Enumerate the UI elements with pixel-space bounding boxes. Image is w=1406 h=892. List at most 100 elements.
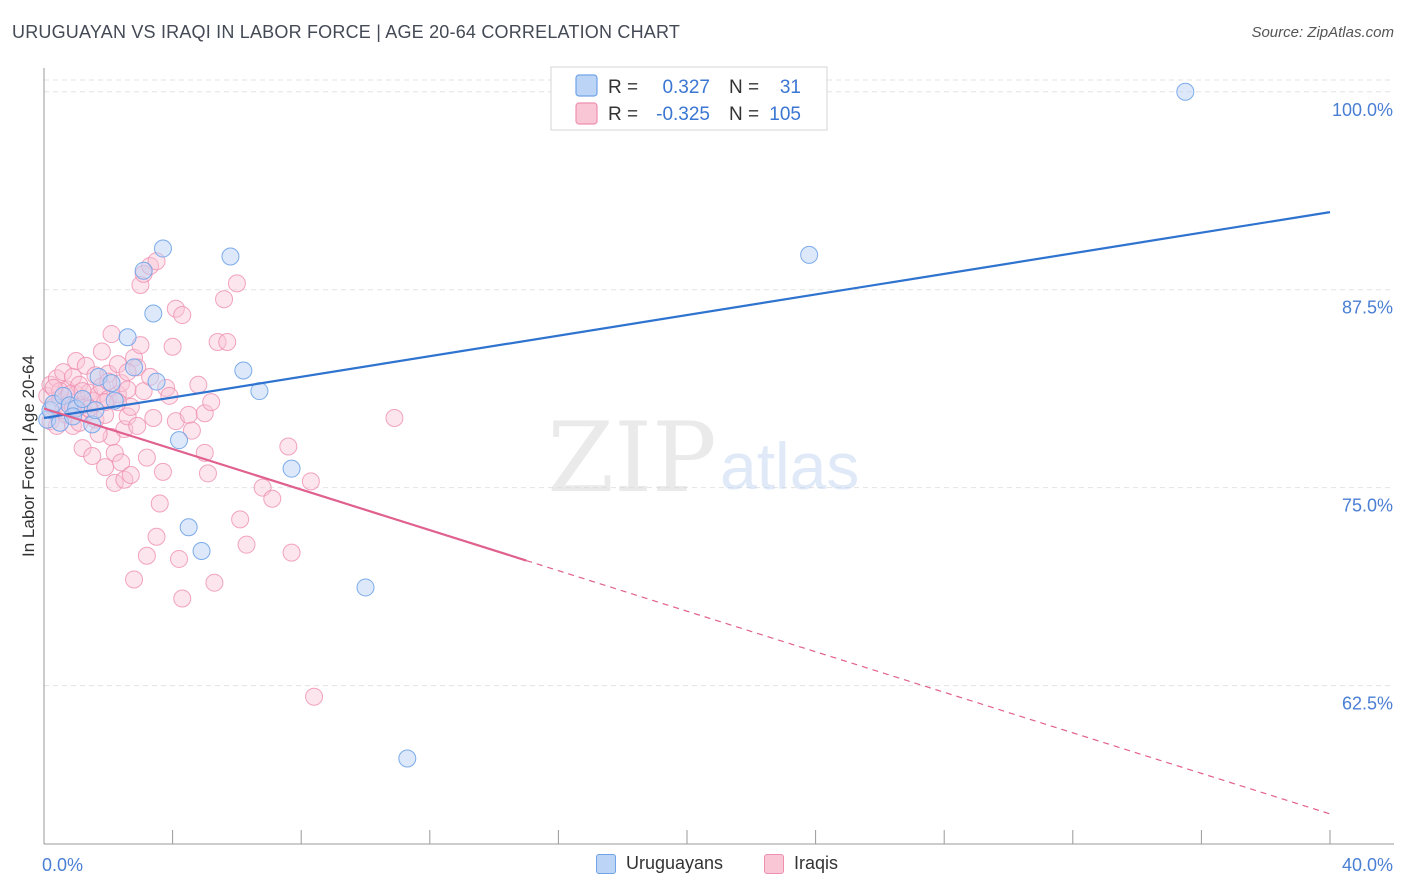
uruguayans-point bbox=[192, 542, 211, 561]
iraqis-point bbox=[105, 443, 124, 462]
uruguayans-point bbox=[800, 245, 819, 264]
uruguayans-point bbox=[134, 261, 153, 280]
uruguayans-point bbox=[170, 431, 189, 450]
iraqis-point bbox=[163, 337, 182, 356]
legend-r-label-2: R = bbox=[608, 104, 638, 125]
iraqis-trend-line-extension bbox=[526, 559, 1331, 815]
iraqis-point bbox=[205, 573, 224, 592]
legend-item-uruguayans[interactable]: Uruguayans bbox=[596, 853, 723, 874]
iraqis-point bbox=[54, 363, 73, 382]
legend-n-value-1: 31 bbox=[780, 77, 801, 98]
y-tick-label: 62.5% bbox=[1342, 694, 1393, 714]
y-tick-label: 100.0% bbox=[1332, 100, 1393, 120]
iraqis-point bbox=[218, 332, 237, 351]
legend-item-iraqis[interactable]: Iraqis bbox=[764, 853, 838, 874]
iraqis-point bbox=[160, 386, 179, 405]
iraqis-point bbox=[279, 437, 298, 456]
iraqis-point bbox=[147, 527, 166, 546]
legend-r-value-1: 0.327 bbox=[662, 77, 710, 98]
iraqis-point bbox=[282, 543, 301, 562]
iraqis-points bbox=[38, 252, 404, 706]
iraqis-point bbox=[202, 393, 221, 412]
legend-label-uruguayans: Uruguayans bbox=[626, 853, 724, 873]
iraqis-point bbox=[115, 470, 134, 489]
iraqis-point bbox=[173, 306, 192, 325]
uruguayans-point bbox=[398, 749, 417, 768]
uruguayans-point bbox=[144, 304, 163, 323]
iraqis-point bbox=[112, 453, 131, 472]
iraqis-point bbox=[173, 589, 192, 608]
x-tick-label-min: 0.0% bbox=[42, 855, 83, 875]
uruguayans-point bbox=[221, 247, 240, 266]
uruguayans-trend-line bbox=[43, 211, 1331, 420]
uruguayans-point bbox=[125, 358, 144, 377]
iraqis-point bbox=[102, 325, 121, 344]
iraqis-point bbox=[83, 447, 102, 465]
uruguayans-point bbox=[234, 361, 253, 380]
legend-r-value-2: -0.325 bbox=[656, 104, 710, 125]
iraqis-point bbox=[208, 332, 227, 351]
legend-n-label-1: N = bbox=[729, 77, 759, 98]
legend-label-iraqis: Iraqis bbox=[794, 853, 839, 873]
watermark-zip: ZIP bbox=[547, 402, 716, 514]
iraqis-point bbox=[137, 448, 156, 467]
uruguayans-swatch bbox=[596, 853, 616, 874]
iraqis-point bbox=[237, 535, 256, 554]
iraqis-point bbox=[96, 458, 115, 477]
iraqis-point bbox=[137, 546, 156, 565]
iraqis-point bbox=[73, 439, 92, 458]
iraqis-point bbox=[385, 408, 404, 427]
legend-r-label-1: R = bbox=[608, 77, 638, 98]
watermark: ZIP atlas bbox=[547, 402, 859, 514]
iraqis-point bbox=[118, 407, 137, 426]
y-tick-label: 87.5% bbox=[1342, 298, 1393, 318]
iraqis-trend-line bbox=[43, 407, 527, 562]
iraqis-point bbox=[76, 356, 95, 375]
iraqis-point bbox=[231, 510, 250, 529]
iraqis-point bbox=[150, 494, 169, 513]
iraqis-point bbox=[92, 342, 111, 361]
iraqis-point bbox=[105, 473, 124, 492]
iraqis-point bbox=[227, 274, 246, 293]
iraqis-point bbox=[125, 570, 144, 589]
iraqis-point bbox=[215, 290, 234, 309]
iraqis-point bbox=[179, 405, 198, 424]
uruguayans-points bbox=[38, 82, 1195, 768]
iraqis-point bbox=[144, 408, 163, 427]
y-tick-label: 75.0% bbox=[1342, 496, 1393, 516]
chart-title: URUGUAYAN VS IRAQI IN LABOR FORCE | AGE … bbox=[12, 22, 681, 42]
uruguayans-point bbox=[118, 328, 137, 347]
iraqis-point bbox=[131, 336, 150, 355]
iraqis-point bbox=[153, 462, 172, 481]
x-tick-label-max: 40.0% bbox=[1342, 855, 1393, 875]
uruguayans-point bbox=[356, 578, 375, 597]
uruguayans-point bbox=[73, 389, 92, 408]
iraqis-point bbox=[170, 549, 189, 568]
iraqis-point bbox=[195, 404, 214, 423]
correlation-legend: R = 0.327 N = 31 R = -0.325 N = 105 bbox=[550, 66, 828, 131]
series-legend: Uruguayans Iraqis bbox=[0, 853, 1406, 879]
legend-swatch-uruguayans bbox=[575, 74, 598, 97]
tick-labels: 62.5% 75.0% 87.5% 100.0% 0.0% 40.0% bbox=[42, 100, 1393, 875]
axes bbox=[43, 68, 1394, 845]
uruguayans-point bbox=[282, 459, 301, 478]
iraqis-point bbox=[263, 489, 282, 508]
uruguayans-point bbox=[105, 391, 124, 410]
iraqis-point bbox=[67, 351, 86, 370]
watermark-atlas: atlas bbox=[720, 429, 859, 503]
uruguayans-point bbox=[153, 239, 172, 258]
iraqis-point bbox=[301, 472, 320, 491]
iraqis-point bbox=[189, 375, 208, 394]
iraqis-point bbox=[182, 421, 201, 440]
iraqis-point bbox=[198, 464, 217, 483]
uruguayans-point bbox=[102, 374, 121, 393]
iraqis-point bbox=[128, 416, 147, 435]
uruguayans-point bbox=[179, 518, 198, 537]
uruguayans-point bbox=[1176, 82, 1195, 101]
iraqis-point bbox=[121, 466, 140, 485]
source-label: Source: ZipAtlas.com bbox=[1251, 24, 1394, 41]
trend-lines bbox=[43, 211, 1331, 815]
legend-n-label-2: N = bbox=[729, 104, 759, 125]
iraqis-point bbox=[166, 299, 185, 318]
